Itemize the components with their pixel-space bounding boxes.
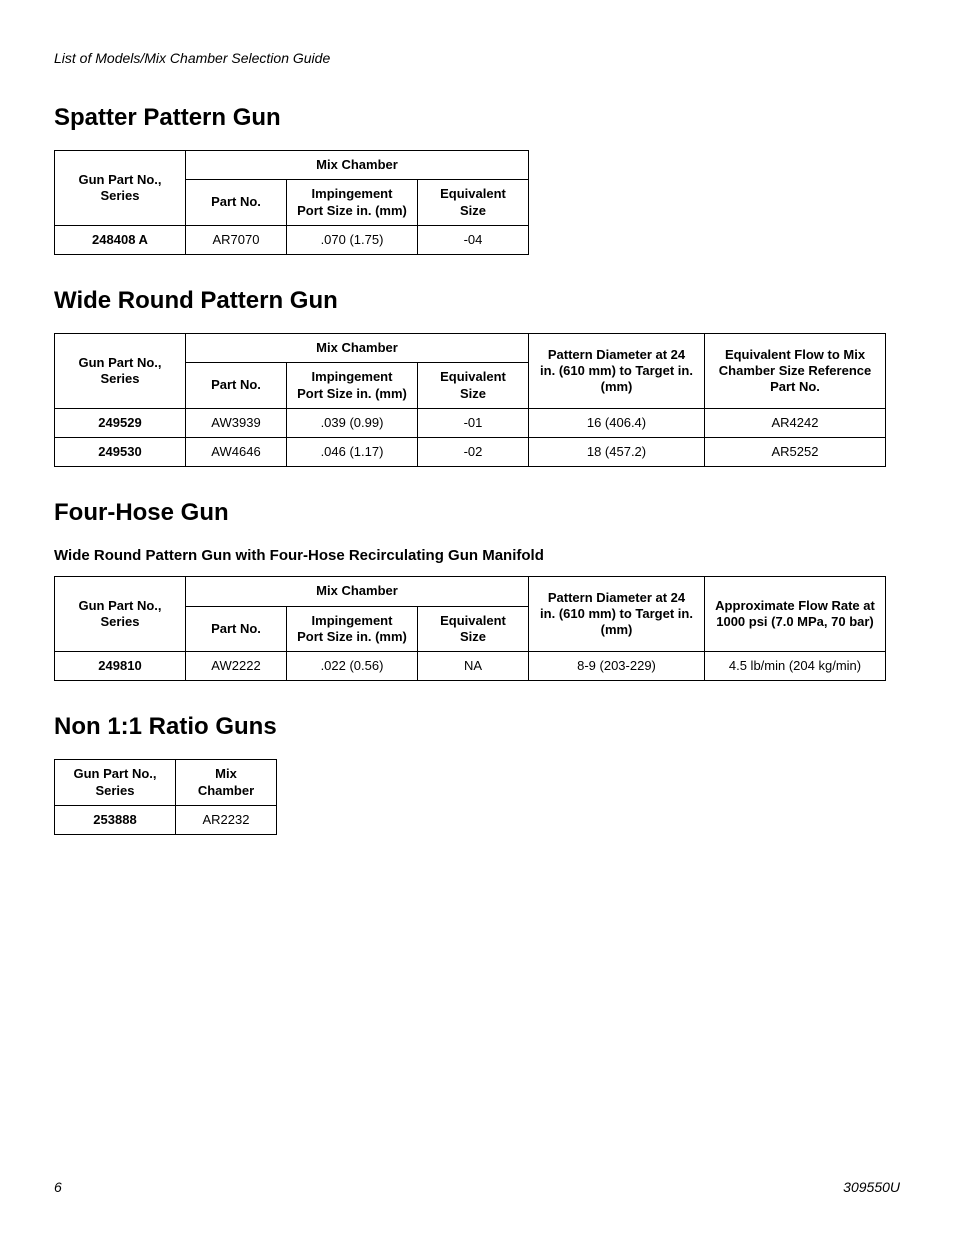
col-gun: Gun Part No., Series [55, 760, 176, 806]
page-number: 6 [54, 1179, 62, 1195]
cell: AW3939 [186, 408, 287, 437]
col-flow: Approximate Flow Rate at 1000 psi (7.0 M… [705, 577, 886, 652]
subsection-title-four: Wide Round Pattern Gun with Four-Hose Re… [54, 547, 900, 564]
page-header: List of Models/Mix Chamber Selection Gui… [54, 50, 900, 66]
section-title-wide: Wide Round Pattern Gun [54, 287, 900, 315]
doc-number: 309550U [843, 1179, 900, 1195]
col-pat: Pattern Diameter at 24 in. (610 mm) to T… [529, 334, 705, 409]
cell: 249530 [55, 438, 186, 467]
cell: AR5252 [705, 438, 886, 467]
spatter-table: Gun Part No., Series Mix Chamber Part No… [54, 150, 529, 255]
col-mix: Mix Chamber [186, 151, 529, 180]
cell: 4.5 lb/min (204 kg/min) [705, 652, 886, 681]
cell: 249810 [55, 652, 186, 681]
cell: AW2222 [186, 652, 287, 681]
cell: AW4646 [186, 438, 287, 467]
table-row: 249530 AW4646 .046 (1.17) -02 18 (457.2)… [55, 438, 886, 467]
non-table: Gun Part No., Series Mix Chamber 253888 … [54, 759, 277, 835]
col-pat: Pattern Diameter at 24 in. (610 mm) to T… [529, 577, 705, 652]
section-title-spatter: Spatter Pattern Gun [54, 104, 900, 132]
cell: NA [418, 652, 529, 681]
col-eq: Equivalent Size [418, 180, 529, 226]
col-mix: Mix Chamber [186, 334, 529, 363]
col-part: Part No. [186, 363, 287, 409]
table-row: 248408 A AR7070 .070 (1.75) -04 [55, 225, 529, 254]
section-title-four: Four-Hose Gun [54, 499, 900, 527]
cell: -01 [418, 408, 529, 437]
cell: -04 [418, 225, 529, 254]
col-gun: Gun Part No., Series [55, 577, 186, 652]
cell: 18 (457.2) [529, 438, 705, 467]
wide-table: Gun Part No., Series Mix Chamber Pattern… [54, 333, 886, 467]
cell: -02 [418, 438, 529, 467]
table-row: 253888 AR2232 [55, 805, 277, 834]
col-gun: Gun Part No., Series [55, 151, 186, 226]
cell: 253888 [55, 805, 176, 834]
col-part: Part No. [186, 180, 287, 226]
col-mix: Mix Chamber [176, 760, 277, 806]
table-row: 249810 AW2222 .022 (0.56) NA 8-9 (203-22… [55, 652, 886, 681]
cell: .070 (1.75) [287, 225, 418, 254]
col-imp: Impingement Port Size in. (mm) [287, 363, 418, 409]
cell: .046 (1.17) [287, 438, 418, 467]
cell: AR7070 [186, 225, 287, 254]
page-footer: 6 309550U [54, 1179, 900, 1195]
col-part: Part No. [186, 606, 287, 652]
table-row: 249529 AW3939 .039 (0.99) -01 16 (406.4)… [55, 408, 886, 437]
col-mix: Mix Chamber [186, 577, 529, 606]
cell: 249529 [55, 408, 186, 437]
col-gun: Gun Part No., Series [55, 334, 186, 409]
col-eq: Equivalent Size [418, 363, 529, 409]
cell: AR2232 [176, 805, 277, 834]
col-imp: Impingement Port Size in. (mm) [287, 180, 418, 226]
section-title-non: Non 1:1 Ratio Guns [54, 713, 900, 741]
cell: 16 (406.4) [529, 408, 705, 437]
col-imp: Impingement Port Size in. (mm) [287, 606, 418, 652]
cell: 248408 A [55, 225, 186, 254]
cell: .039 (0.99) [287, 408, 418, 437]
cell: AR4242 [705, 408, 886, 437]
cell: .022 (0.56) [287, 652, 418, 681]
cell: 8-9 (203-229) [529, 652, 705, 681]
col-flow: Equivalent Flow to Mix Chamber Size Refe… [705, 334, 886, 409]
col-eq: Equivalent Size [418, 606, 529, 652]
four-table: Gun Part No., Series Mix Chamber Pattern… [54, 576, 886, 681]
